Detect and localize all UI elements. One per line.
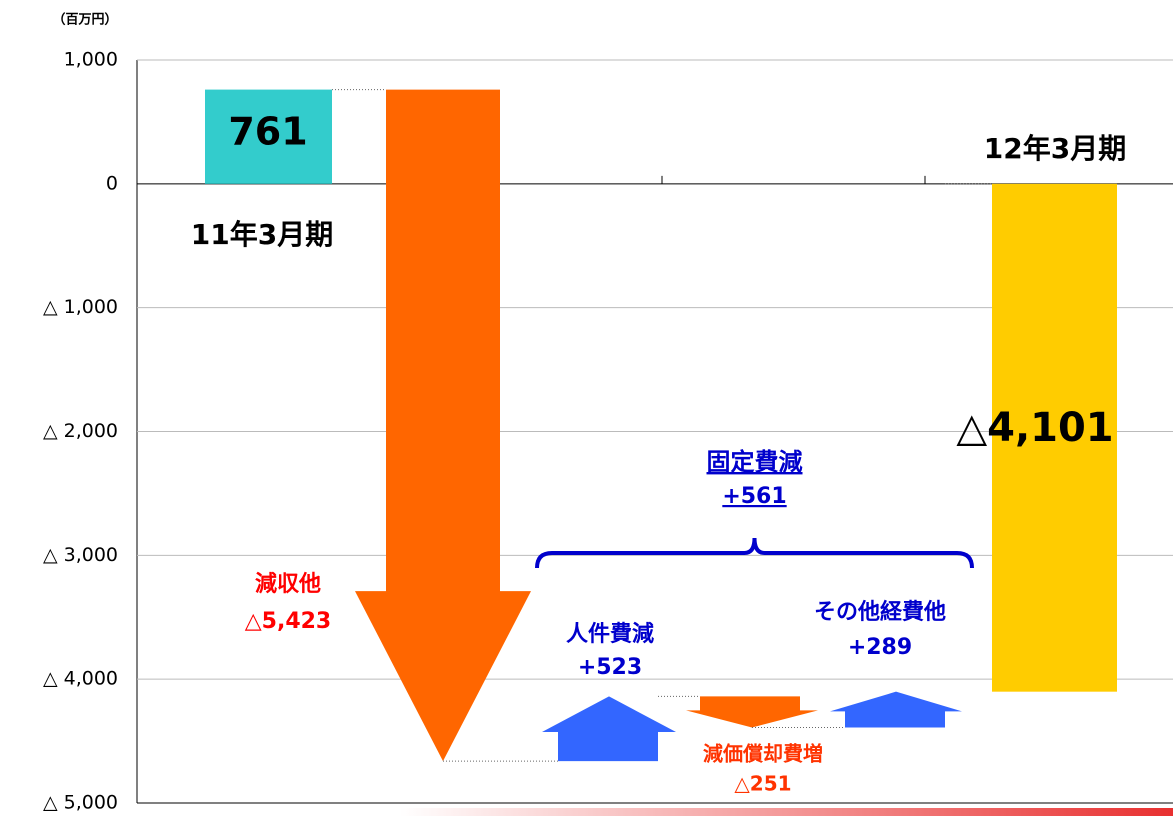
category-label: 11年3月期 — [191, 218, 333, 251]
arrow — [830, 691, 962, 728]
decor-stripe — [400, 808, 1173, 816]
value-label: △5,423 — [245, 609, 332, 634]
arrow — [686, 696, 818, 728]
category-label: 減価償却費増 — [703, 742, 823, 766]
value-label: +523 — [578, 655, 642, 680]
value-label: △4,101 — [956, 405, 1113, 451]
category-label: 12年3月期 — [984, 132, 1126, 165]
category-label: 減収他 — [255, 572, 321, 597]
value-label: +289 — [848, 635, 912, 660]
y-tick-label: △ 5,000 — [43, 792, 118, 814]
y-axis-label: （百万円） — [52, 12, 117, 28]
value-label: △251 — [734, 772, 791, 796]
annotation-value: +561 — [722, 484, 786, 509]
bar — [205, 89, 332, 184]
y-tick-label: △ 3,000 — [43, 544, 118, 566]
annotation-title: 固定費減 — [707, 448, 803, 476]
category-label: 人件費減 — [566, 622, 654, 647]
y-tick-label: △ 2,000 — [43, 420, 118, 442]
brace — [535, 537, 974, 569]
y-tick-label: 0 — [106, 172, 118, 194]
y-tick-label: 1,000 — [64, 49, 118, 71]
y-tick-label: △ 4,000 — [43, 668, 118, 690]
arrow — [355, 89, 531, 762]
bar — [992, 183, 1117, 692]
value-label: 761 — [228, 110, 307, 154]
category-label: その他経費他 — [814, 599, 946, 625]
y-tick-label: △ 1,000 — [43, 296, 118, 318]
arrow — [542, 696, 676, 762]
